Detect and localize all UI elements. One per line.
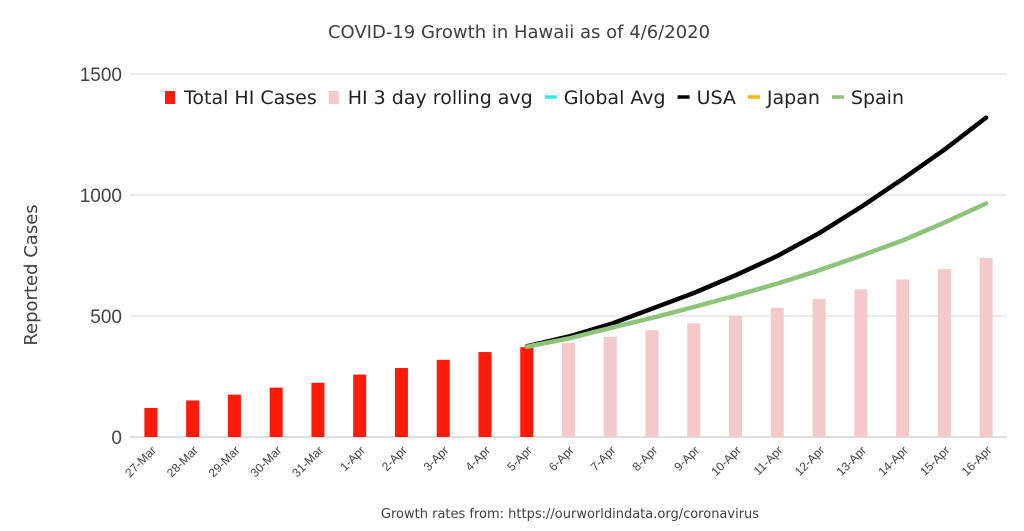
- x-tick-label-27-Mar: 27-Mar: [122, 443, 159, 480]
- bar-series: [144, 257, 993, 437]
- bar-hi-3-day-rolling-avg-13-Apr: [854, 289, 868, 437]
- legend-label-usa: USA: [697, 87, 736, 109]
- bar-hi-3-day-rolling-avg-15-Apr: [937, 269, 951, 437]
- x-tick-label-30-Mar: 30-Mar: [248, 443, 285, 480]
- legend-label-hi-3-day-rolling-avg: HI 3 day rolling avg: [348, 87, 533, 109]
- bar-hi-3-day-rolling-avg-8-Apr: [645, 330, 659, 437]
- bar-hi-3-day-rolling-avg-7-Apr: [603, 336, 617, 437]
- y-tick-labels: 0 500 1000 1500: [80, 65, 122, 449]
- bar-hi-3-day-rolling-avg-10-Apr: [729, 315, 743, 437]
- x-tick-label-6-Apr: 6-Apr: [546, 443, 577, 474]
- legend-marker-total-hi-cases: [165, 91, 175, 104]
- x-tick-label-5-Apr: 5-Apr: [504, 443, 535, 474]
- bar-total-hi-cases-30-Mar: [269, 387, 283, 437]
- x-tick-label-29-Mar: 29-Mar: [206, 443, 243, 480]
- bar-hi-3-day-rolling-avg-6-Apr: [562, 342, 575, 437]
- bar-hi-3-day-rolling-avg-9-Apr: [687, 323, 701, 437]
- y-tick-label-1500: 1500: [80, 65, 122, 86]
- x-tick-label-13-Apr: 13-Apr: [834, 443, 869, 478]
- x-tick-label-16-Apr: 16-Apr: [959, 443, 994, 478]
- bar-total-hi-cases-31-Mar: [311, 382, 325, 437]
- y-axis-label: Reported Cases: [21, 204, 42, 345]
- bar-total-hi-cases-5-Apr: [520, 347, 534, 437]
- bar-total-hi-cases-2-Apr: [394, 368, 408, 437]
- bar-total-hi-cases-4-Apr: [478, 352, 492, 437]
- x-tick-label-4-Apr: 4-Apr: [462, 443, 493, 474]
- bar-hi-3-day-rolling-avg-14-Apr: [896, 279, 910, 437]
- x-tick-label-12-Apr: 12-Apr: [792, 443, 827, 478]
- y-tick-label-1000: 1000: [80, 186, 122, 207]
- legend-label-global-avg: Global Avg: [564, 87, 666, 109]
- x-tick-label-3-Apr: 3-Apr: [421, 443, 452, 474]
- bar-total-hi-cases-29-Mar: [227, 394, 241, 437]
- legend-marker-hi-3-day-rolling-avg: [328, 91, 339, 104]
- legend: Total HI Cases HI 3 day rolling avg Global…: [165, 87, 904, 109]
- x-tick-label-9-Apr: 9-Apr: [671, 443, 702, 474]
- bar-hi-3-day-rolling-avg-12-Apr: [812, 298, 826, 437]
- bar-total-hi-cases-27-Mar: [144, 407, 158, 437]
- x-tick-label-15-Apr: 15-Apr: [917, 443, 952, 478]
- bar-total-hi-cases-28-Mar: [186, 400, 200, 437]
- bar-total-hi-cases-1-Apr: [353, 374, 367, 437]
- line-series: [524, 115, 989, 349]
- bar-total-hi-cases-3-Apr: [436, 359, 450, 437]
- bar-hi-3-day-rolling-avg-16-Apr: [979, 257, 993, 437]
- x-tick-label-28-Mar: 28-Mar: [164, 443, 201, 480]
- x-tick-label-31-Mar: 31-Mar: [289, 443, 326, 480]
- footnote: Growth rates from: https://ourworldindat…: [381, 507, 759, 522]
- x-tick-label-1-Apr: 1-Apr: [337, 443, 368, 474]
- x-tick-labels: 27-Mar 28-Mar 29-Mar 30-Mar 31-Mar 1-Apr 2-Apr…: [122, 443, 994, 480]
- chart-title: COVID-19 Growth in Hawaii as of 4/6/2020: [328, 22, 710, 43]
- x-tick-label-10-Apr: 10-Apr: [708, 443, 743, 478]
- y-tick-label-500: 500: [90, 307, 122, 328]
- x-tick-label-7-Apr: 7-Apr: [588, 443, 619, 474]
- legend-label-total-hi-cases: Total HI Cases: [183, 87, 317, 109]
- x-tick-label-14-Apr: 14-Apr: [875, 443, 910, 478]
- x-tick-label-2-Apr: 2-Apr: [379, 443, 410, 474]
- bar-hi-3-day-rolling-avg-11-Apr: [770, 307, 784, 437]
- y-tick-label-0: 0: [111, 428, 122, 449]
- legend-label-spain: Spain: [851, 87, 904, 109]
- line-spain: [524, 201, 989, 349]
- x-tick-label-8-Apr: 8-Apr: [629, 443, 660, 474]
- x-tick-label-11-Apr: 11-Apr: [751, 443, 786, 478]
- legend-label-japan: Japan: [766, 87, 820, 109]
- line-usa: [524, 115, 989, 349]
